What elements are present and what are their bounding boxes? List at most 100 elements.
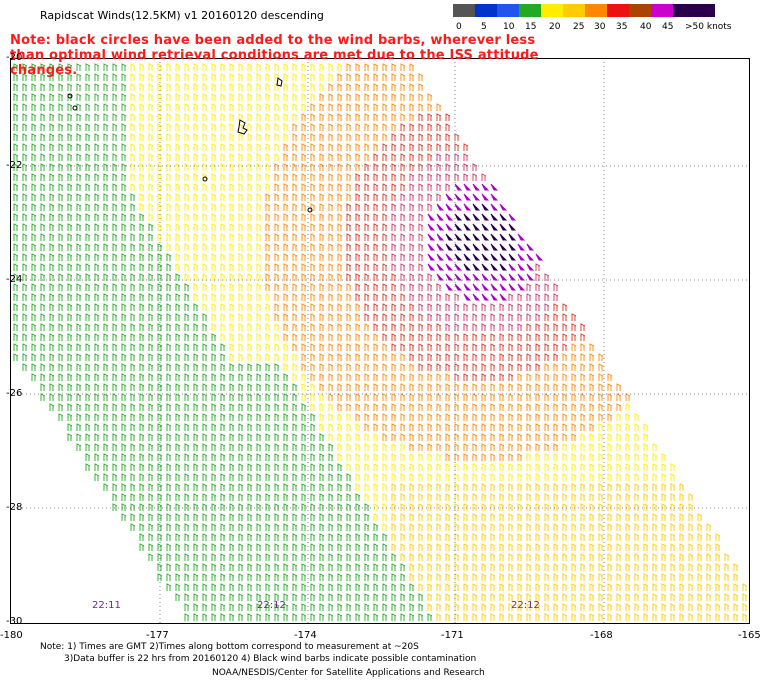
wind-barb: [175, 153, 181, 161]
wind-barb: [265, 473, 271, 481]
wind-barb: [229, 543, 235, 551]
wind-barb: [67, 103, 73, 111]
wind-barb: [301, 343, 307, 351]
wind-barb: [526, 453, 532, 461]
wind-barb: [58, 413, 64, 421]
wind-barb: [283, 413, 289, 421]
wind-barb: [274, 453, 280, 461]
wind-barb: [121, 203, 127, 211]
wind-barb: [211, 63, 217, 71]
wind-barb: [247, 363, 253, 371]
wind-barb: [130, 473, 136, 481]
wind-barb: [382, 93, 388, 101]
wind-barb: [454, 453, 460, 461]
wind-barb: [382, 533, 388, 541]
wind-barb: [562, 333, 568, 341]
wind-barb: [409, 323, 415, 331]
wind-barb: [85, 363, 91, 371]
wind-barb: [436, 553, 442, 561]
wind-barb: [598, 553, 604, 561]
wind-barb: [193, 123, 199, 131]
wind-barb: [427, 183, 433, 191]
wind-barb: [247, 133, 253, 141]
wind-barb: [292, 513, 298, 521]
wind-barb: [76, 393, 82, 401]
wind-barb: [472, 583, 478, 591]
wind-barb: [382, 133, 388, 141]
wind-barb: [166, 103, 172, 111]
wind-barb: [418, 133, 424, 141]
wind-barb: [400, 103, 406, 111]
wind-barb: [373, 203, 379, 211]
wind-barb: [364, 153, 370, 161]
wind-barb: [283, 253, 289, 261]
wind-barb: [391, 303, 397, 311]
wind-barb: [94, 103, 100, 111]
wind-barb: [58, 93, 64, 101]
wind-barb: [382, 243, 388, 251]
wind-barb: [337, 283, 343, 291]
wind-barb: [265, 113, 271, 121]
wind-barb: [31, 103, 37, 111]
wind-barb: [229, 473, 235, 481]
wind-barb: [382, 183, 388, 191]
wind-barb: [742, 613, 748, 621]
wind-barb: [274, 353, 280, 361]
wind-barb: [526, 283, 532, 291]
wind-barb: [94, 473, 100, 481]
wind-barb: [328, 583, 334, 591]
wind-barb: [76, 143, 82, 151]
wind-barb: [625, 573, 631, 581]
wind-barb: [427, 133, 433, 141]
wind-barb: [310, 363, 316, 371]
wind-barb: [274, 603, 280, 611]
wind-barb: [112, 123, 118, 131]
wind-barb: [382, 223, 388, 231]
wind-barb: [400, 273, 406, 281]
wind-barb: [76, 243, 82, 251]
wind-barb: [463, 533, 469, 541]
wind-barb: [130, 233, 136, 241]
wind-barb: [436, 203, 445, 211]
wind-barb: [148, 523, 154, 531]
wind-barb: [229, 443, 235, 451]
wind-barb: [220, 423, 226, 431]
wind-barb: [391, 313, 397, 321]
wind-barb: [121, 193, 127, 201]
wind-barb: [328, 513, 334, 521]
wind-barb: [121, 133, 127, 141]
wind-barb: [454, 323, 460, 331]
wind-barb: [499, 533, 505, 541]
wind-barb: [157, 353, 163, 361]
wind-barb: [175, 483, 181, 491]
wind-barb: [121, 383, 127, 391]
wind-barb: [220, 173, 226, 181]
wind-barb: [211, 93, 217, 101]
wind-barb: [76, 133, 82, 141]
wind-barb: [112, 163, 118, 171]
wind-barb: [175, 563, 181, 571]
wind-barb: [49, 373, 55, 381]
wind-barb: [508, 393, 514, 401]
wind-barb: [229, 153, 235, 161]
wind-barb: [238, 543, 244, 551]
wind-barb: [499, 263, 508, 271]
wind-barb: [238, 573, 244, 581]
wind-barb: [112, 253, 118, 261]
wind-barb: [337, 383, 343, 391]
wind-barb: [463, 453, 469, 461]
wind-barb: [319, 283, 325, 291]
wind-barb: [319, 293, 325, 301]
wind-barb: [292, 223, 298, 231]
wind-barb: [724, 563, 730, 571]
wind-barb: [616, 523, 622, 531]
wind-barb: [670, 613, 676, 621]
legend-label-35: 35: [616, 22, 628, 32]
wind-barb: [274, 403, 280, 411]
wind-barb: [463, 473, 469, 481]
wind-barb: [472, 323, 478, 331]
wind-barb: [400, 323, 406, 331]
wind-barb: [220, 123, 226, 131]
wind-barb: [67, 373, 73, 381]
wind-barb: [409, 463, 415, 471]
